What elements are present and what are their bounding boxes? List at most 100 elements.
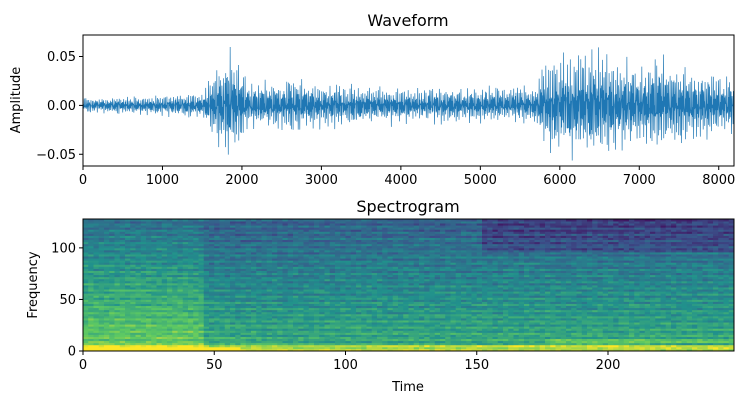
spectrogram-cell — [172, 256, 178, 259]
spectrogram-cell — [287, 225, 294, 228]
spectrogram-cell — [277, 268, 283, 271]
spectrogram-cell — [266, 315, 273, 319]
spectrogram-cell — [130, 264, 136, 267]
spectrogram-cell — [329, 221, 336, 224]
spectrogram-cell — [419, 231, 425, 234]
spectrogram-cell — [329, 346, 336, 350]
spectrogram-cell — [167, 249, 173, 253]
spectrogram-cell — [245, 287, 252, 290]
spectrogram-cell — [219, 344, 226, 348]
spectrogram-cell — [245, 282, 252, 286]
spectrogram-cell — [256, 258, 262, 261]
spectrogram-cell — [266, 342, 273, 346]
spectrogram-cell — [104, 348, 110, 351]
spectrogram-cell — [466, 330, 472, 333]
spectrogram-cell — [93, 239, 100, 243]
spectrogram-cell — [413, 221, 420, 224]
spectrogram-cell — [88, 299, 94, 302]
spectrogram-cell — [482, 299, 488, 302]
spectrogram-cell — [167, 307, 173, 311]
spectrogram-cell — [403, 270, 409, 274]
spectrogram-cell — [329, 262, 336, 265]
spectrogram-cell — [140, 237, 147, 241]
spectrogram-cell — [182, 338, 189, 342]
spectrogram-cell — [293, 293, 299, 296]
spectrogram-cell — [356, 315, 362, 319]
spectrogram-cell — [146, 241, 152, 245]
spectrogram-cell — [177, 243, 184, 247]
spectrogram-cell — [114, 305, 121, 309]
spectrogram-cell — [403, 295, 409, 298]
waveform-plot-area — [83, 46, 734, 161]
spectrogram-cell — [329, 258, 336, 261]
spectrogram-cell — [203, 324, 210, 327]
spectrogram-cell — [272, 311, 278, 315]
spectrogram-cell — [125, 285, 131, 288]
spectrogram-cell — [440, 223, 446, 226]
spectrogram-cell — [413, 272, 420, 276]
spectrogram-cell — [104, 241, 110, 245]
spectrogram-cell — [461, 307, 467, 311]
spectrogram-cell — [340, 295, 346, 298]
spectrogram-cell — [151, 221, 157, 224]
spectrogram-cell — [251, 348, 257, 351]
spectrogram-cell — [93, 247, 100, 251]
spectrogram-cell — [335, 320, 341, 323]
spectrogram-cell — [198, 293, 205, 296]
spectrogram-cell — [455, 270, 462, 274]
spectrogram-cell — [324, 324, 331, 327]
spectrogram-cell — [214, 276, 220, 280]
spectrogram-cell — [392, 278, 399, 282]
spectrogram-cell — [466, 235, 472, 238]
spectrogram-cell — [203, 276, 210, 280]
spectrogram-cell — [182, 301, 189, 304]
spectrogram-cell — [251, 243, 257, 247]
spectrogram-cell — [161, 272, 168, 276]
spectrogram-cell — [440, 336, 446, 340]
spectrogram-cell — [245, 291, 252, 294]
spectrogram-cell — [114, 252, 121, 255]
spectrogram-cell — [130, 272, 136, 276]
spectrogram-cell — [335, 332, 341, 335]
spectrogram-cell — [287, 346, 294, 350]
spectrogram-cell — [261, 282, 268, 286]
spectrogram-cell — [314, 305, 320, 309]
spectrogram-cell — [455, 285, 462, 288]
spectrogram-cell — [224, 272, 231, 276]
spectrogram-cell — [104, 270, 110, 274]
spectrogram-cell — [224, 320, 231, 323]
spectrogram-cell — [329, 276, 336, 280]
spectrogram-cell — [130, 229, 136, 232]
spectrogram-cell — [209, 326, 215, 329]
spectrogram-cell — [303, 254, 310, 257]
spectrogram-cell — [387, 320, 394, 323]
spectrogram-cell — [240, 313, 247, 317]
spectrogram-cell — [161, 348, 168, 351]
spectrogram-cell — [408, 247, 415, 251]
spectrogram-cell — [261, 266, 268, 269]
spectrogram-cell — [287, 233, 294, 236]
spectrogram-cell — [88, 252, 94, 255]
spectrogram-cell — [287, 297, 294, 300]
spectrogram-cell — [461, 264, 467, 267]
spectrogram-cell — [167, 297, 173, 300]
spectrogram-cell — [366, 330, 373, 333]
spectrogram-cell — [350, 233, 357, 236]
spectrogram-cell — [324, 231, 331, 234]
spectrogram-cell — [224, 326, 231, 329]
spectrogram-cell — [203, 305, 210, 309]
spectrogram-cell — [303, 272, 310, 276]
spectrogram-cell — [466, 313, 472, 317]
spectrogram-cell — [161, 299, 168, 302]
spectrogram-cell — [345, 237, 352, 241]
spectrogram-cell — [487, 276, 493, 280]
spectrogram-cell — [398, 344, 404, 348]
spectrogram-cell — [277, 305, 283, 309]
spectrogram-cell — [471, 285, 478, 288]
spectrogram-cell — [476, 346, 483, 350]
spectrogram-cell — [135, 223, 142, 226]
spectrogram-cell — [440, 245, 446, 249]
spectrogram-cell — [119, 252, 126, 255]
spectrogram-cell — [125, 223, 131, 226]
spectrogram-cell — [193, 332, 199, 335]
